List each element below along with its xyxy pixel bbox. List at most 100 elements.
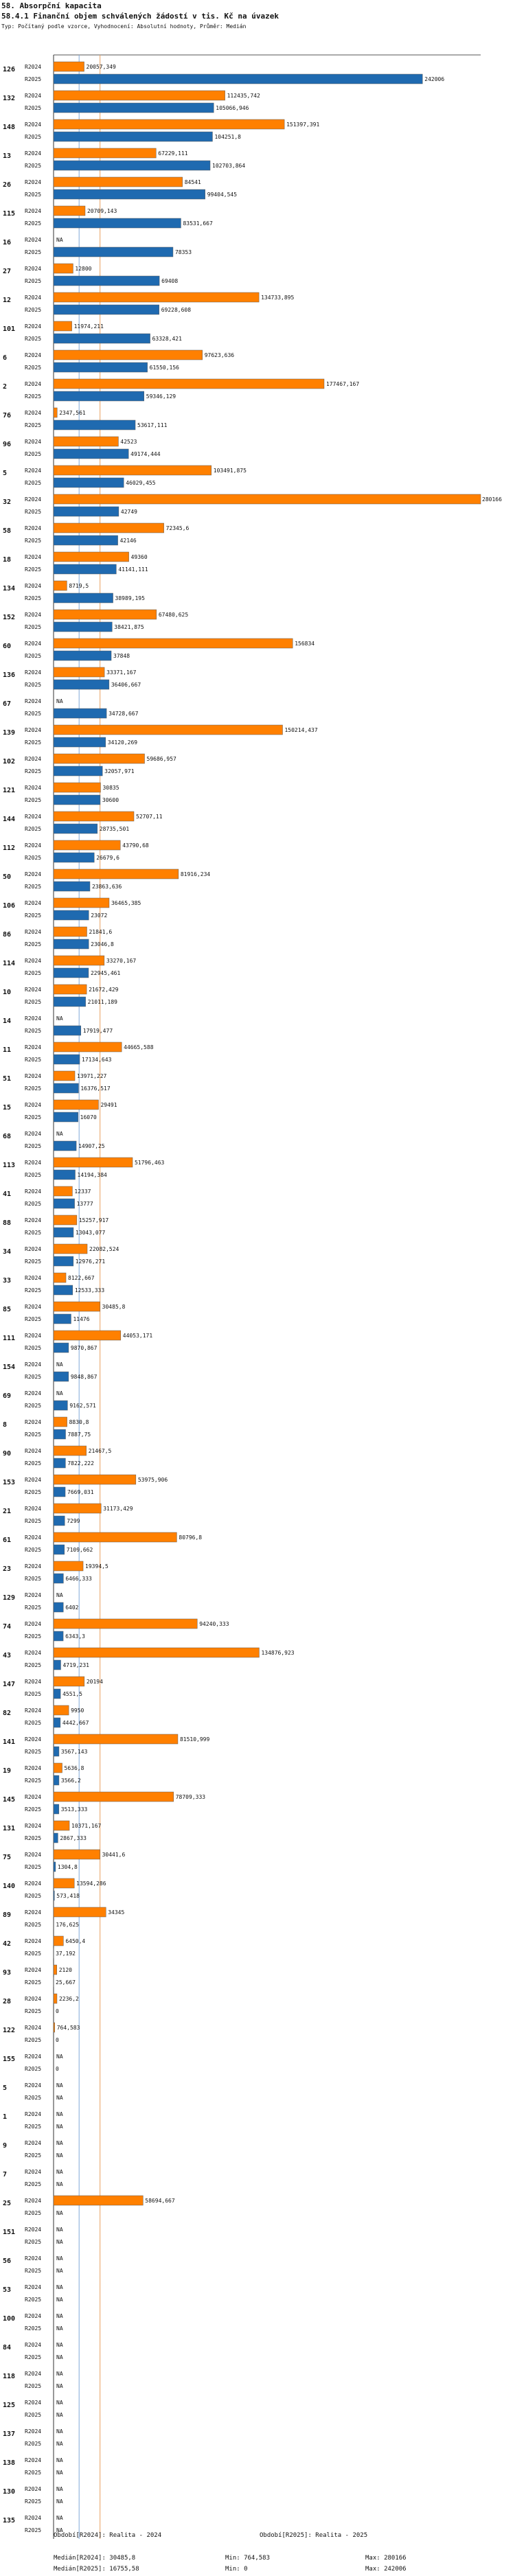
bar-r2025 <box>53 1169 76 1180</box>
series-label: R2024 <box>25 1390 41 1396</box>
category-label: 23 <box>3 1565 11 1573</box>
series-label: R2024 <box>25 554 41 560</box>
bar-r2024 <box>53 1042 122 1053</box>
data-label: 32057,971 <box>104 768 135 774</box>
data-label: 242006 <box>424 76 444 82</box>
series-label: R2024 <box>25 1015 41 1022</box>
bar-r2024 <box>53 1099 99 1110</box>
data-label: 44053,171 <box>123 1333 153 1339</box>
category-label: 53 <box>3 2286 11 2294</box>
series-label: R2024 <box>25 2025 41 2031</box>
bar-r2024 <box>53 551 129 562</box>
data-label: 4442,667 <box>62 1720 89 1726</box>
bar-r2024 <box>53 378 325 389</box>
series-label: R2024 <box>25 2515 41 2521</box>
series-label: R2024 <box>25 1996 41 2002</box>
series-label: R2024 <box>25 2342 41 2348</box>
data-label: 94240,333 <box>199 1621 229 1627</box>
series-label: R2025 <box>25 1662 41 1668</box>
bar-r2024 <box>53 2195 144 2206</box>
series-label: R2025 <box>25 1374 41 1380</box>
na-label: NA <box>56 2313 63 2319</box>
na-label: NA <box>56 2111 63 2117</box>
series-label: R2024 <box>25 1419 41 1425</box>
data-label: 34120,269 <box>108 739 138 746</box>
data-label: 11974,211 <box>74 323 104 330</box>
data-label: 42523 <box>120 439 137 445</box>
data-label: 105066,946 <box>216 105 249 111</box>
series-label: R2024 <box>25 612 41 618</box>
bar-r2024 <box>53 811 135 822</box>
series-label: R2025 <box>25 1633 41 1640</box>
bar-r2025 <box>53 621 113 632</box>
data-label: 177467,167 <box>326 381 359 387</box>
bar-r2024 <box>53 1878 75 1889</box>
series-label: R2025 <box>25 1114 41 1120</box>
category-label: 114 <box>3 960 15 967</box>
bar-r2025 <box>53 218 181 229</box>
data-label: 3566,2 <box>61 1778 81 1784</box>
series-label: R2024 <box>25 525 41 531</box>
series-label: R2024 <box>25 727 41 733</box>
bar-r2024 <box>53 1243 88 1254</box>
series-label: R2024 <box>25 295 41 301</box>
na-label: NA <box>56 2169 63 2175</box>
bar-r2024 <box>53 1791 174 1802</box>
bar-r2024 <box>53 522 164 533</box>
series-label: R2025 <box>25 1403 41 1409</box>
series-label: R2025 <box>25 739 41 746</box>
data-label: 17134,643 <box>82 1057 112 1063</box>
series-label: R2024 <box>25 2457 41 2463</box>
data-label: 8719,5 <box>69 583 89 589</box>
bar-r2024 <box>53 263 73 274</box>
data-label: 78353 <box>175 249 192 255</box>
series-label: R2024 <box>25 814 41 820</box>
series-label: R2024 <box>25 2111 41 2117</box>
data-label: 12800 <box>75 266 91 272</box>
category-label: 138 <box>3 2459 15 2467</box>
data-label: 31173,429 <box>103 1506 133 1512</box>
na-label: NA <box>56 2383 63 2389</box>
series-label: R2025 <box>25 1605 41 1611</box>
data-label: 12533,333 <box>75 1287 105 1293</box>
series-label: R2024 <box>25 2227 41 2233</box>
bar-r2025 <box>53 73 423 84</box>
data-label: 69228,608 <box>161 307 192 313</box>
series-label: R2024 <box>25 1592 41 1598</box>
series-label: R2024 <box>25 2486 41 2492</box>
series-label: R2025 <box>25 538 41 544</box>
na-label: NA <box>56 1390 63 1396</box>
series-label: R2024 <box>25 1073 41 1079</box>
category-label: 148 <box>3 124 15 131</box>
bar-r2025 <box>53 1631 64 1642</box>
bar-r2024 <box>53 1935 64 1946</box>
bar-r2024 <box>53 782 101 793</box>
na-label: NA <box>56 2124 63 2130</box>
series-label: R2025 <box>25 134 41 140</box>
bar-r2025 <box>53 737 106 748</box>
na-label: NA <box>56 1015 63 1022</box>
na-label: NA <box>56 2428 63 2435</box>
category-label: 67 <box>3 700 11 708</box>
data-label: 10371,167 <box>71 1823 102 1829</box>
category-label: 85 <box>3 1306 11 1313</box>
na-label: NA <box>56 2082 63 2089</box>
data-label: 134733,895 <box>261 295 294 301</box>
data-label: 6343,3 <box>65 1633 85 1640</box>
data-label: 17919,477 <box>83 1028 113 1034</box>
bar-r2024 <box>53 667 105 678</box>
bar-r2024 <box>53 494 481 505</box>
data-label: 61550,156 <box>150 365 180 371</box>
data-label: 30600 <box>102 797 119 803</box>
series-label: R2024 <box>25 669 41 676</box>
na-label: NA <box>56 2095 63 2101</box>
series-label: R2025 <box>25 1028 41 1034</box>
bar-r2025 <box>53 1313 71 1324</box>
series-label: R2024 <box>25 1477 41 1483</box>
bar-r2024 <box>53 436 119 447</box>
category-label: 126 <box>3 66 15 73</box>
series-label: R2025 <box>25 826 41 832</box>
series-label: R2025 <box>25 278 41 284</box>
data-label: 42749 <box>121 509 137 515</box>
bar-r2024 <box>53 1907 106 1918</box>
